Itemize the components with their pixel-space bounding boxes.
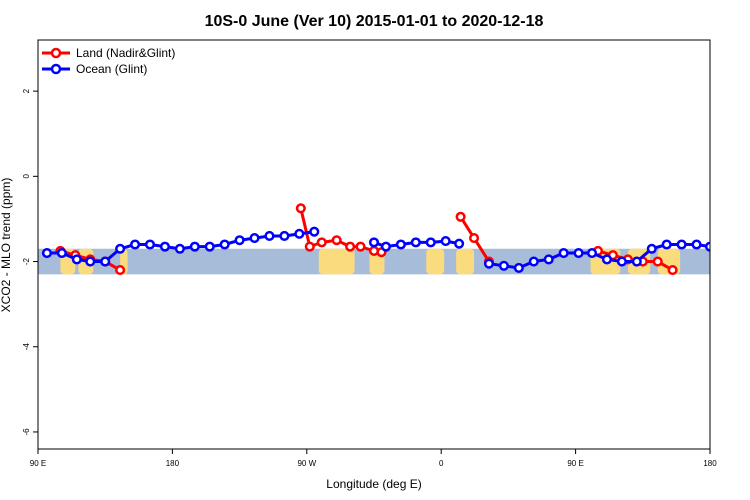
- series-land-point: [355, 241, 366, 252]
- series-ocean-point: [264, 230, 275, 242]
- y-tick-label: -6: [22, 428, 31, 436]
- map-land-6: [456, 248, 475, 275]
- series-ocean-point: [513, 262, 524, 273]
- series-land-point: [331, 235, 342, 246]
- series-land-point: [667, 265, 678, 276]
- series-land-point: [115, 265, 126, 276]
- series-ocean-point: [646, 243, 657, 254]
- series-ocean-point: [56, 247, 67, 259]
- map-land-3: [318, 248, 355, 275]
- series-ocean-point: [159, 241, 170, 252]
- series-land-point: [304, 241, 315, 252]
- legend-label-land: Land (Nadir&Glint): [76, 46, 175, 60]
- series-land-point: [469, 233, 480, 244]
- series-ocean-point: [440, 236, 451, 247]
- y-tick-label: -2: [22, 257, 31, 265]
- y-tick-label: -4: [22, 343, 31, 351]
- chart-title: 10S-0 June (Ver 10) 2015-01-01 to 2020-1…: [205, 13, 544, 30]
- x-tick-label: 180: [703, 459, 717, 468]
- x-axis: 90 E 180 90 W 0 90 E 180: [30, 449, 717, 468]
- series-ocean-point: [294, 228, 305, 239]
- series-ocean-point: [144, 239, 156, 250]
- series-land-point: [455, 211, 466, 222]
- series-land-point: [345, 241, 356, 252]
- legend-marker-land: [50, 47, 62, 59]
- legend-item-ocean: Ocean (Glint): [42, 62, 147, 76]
- series-ocean-point: [380, 241, 391, 252]
- y-axis: 2 0 -2 -4 -6: [22, 88, 38, 436]
- series-ocean-point: [616, 256, 627, 267]
- series-ocean-point: [130, 239, 141, 250]
- series-land-point: [295, 203, 306, 214]
- series-ocean-point: [71, 254, 82, 265]
- series-layer: [41, 203, 710, 276]
- x-tick-label: 180: [166, 459, 180, 468]
- y-axis-label: XCO2 - MLO trend (ppm): [0, 178, 13, 313]
- series-ocean-point: [543, 254, 554, 265]
- series-ocean-point: [425, 237, 436, 248]
- series-ocean-point: [586, 247, 598, 259]
- series-ocean-point: [279, 230, 290, 242]
- series-ocean-point: [691, 239, 702, 250]
- series-ocean-point: [249, 233, 260, 244]
- series-land-point: [316, 237, 327, 248]
- series-ocean-point: [676, 239, 687, 250]
- series-ocean-point: [631, 256, 642, 267]
- series-ocean-point: [454, 238, 465, 249]
- series-ocean-point: [395, 239, 406, 250]
- legend-item-land: Land (Nadir&Glint): [42, 46, 175, 60]
- series-ocean-point: [498, 260, 509, 271]
- series-ocean: [41, 226, 710, 273]
- series-ocean-point: [368, 237, 380, 248]
- x-tick-label: 90 W: [297, 459, 316, 468]
- series-ocean-point: [704, 241, 710, 252]
- legend-label-ocean: Ocean (Glint): [76, 62, 147, 76]
- x-tick-label: 90 E: [30, 459, 46, 468]
- series-ocean-point: [115, 243, 126, 254]
- series-ocean-point: [219, 239, 230, 250]
- series-ocean-point: [309, 226, 320, 237]
- series-ocean-point: [483, 258, 495, 269]
- legend-marker-ocean: [50, 63, 62, 75]
- series-ocean-point: [204, 241, 215, 252]
- plot-frame: [37, 39, 711, 450]
- series-ocean-point: [573, 247, 584, 259]
- series-land-point: [652, 256, 663, 267]
- series-ocean-point: [189, 241, 200, 252]
- series-ocean-point: [41, 247, 53, 259]
- series-ocean-point: [174, 243, 185, 254]
- series-ocean-point: [234, 235, 245, 246]
- y-tick-label: 0: [22, 174, 31, 179]
- series-ocean-line: [488, 243, 710, 270]
- series-ocean-point: [85, 256, 96, 267]
- series-ocean-point: [410, 237, 421, 248]
- legend: Land (Nadir&Glint) Ocean (Glint): [42, 46, 175, 76]
- y-tick-label: 2: [22, 88, 31, 93]
- series-ocean-point: [528, 256, 539, 267]
- series-ocean-point: [601, 254, 613, 265]
- x-tick-label: 90 E: [567, 459, 583, 468]
- x-axis-label: Longitude (deg E): [326, 477, 421, 491]
- map-land-5: [426, 248, 445, 275]
- series-ocean-point: [661, 239, 672, 250]
- series-ocean-point: [100, 256, 111, 267]
- x-tick-label: 0: [439, 459, 444, 468]
- series-ocean-point: [558, 247, 569, 259]
